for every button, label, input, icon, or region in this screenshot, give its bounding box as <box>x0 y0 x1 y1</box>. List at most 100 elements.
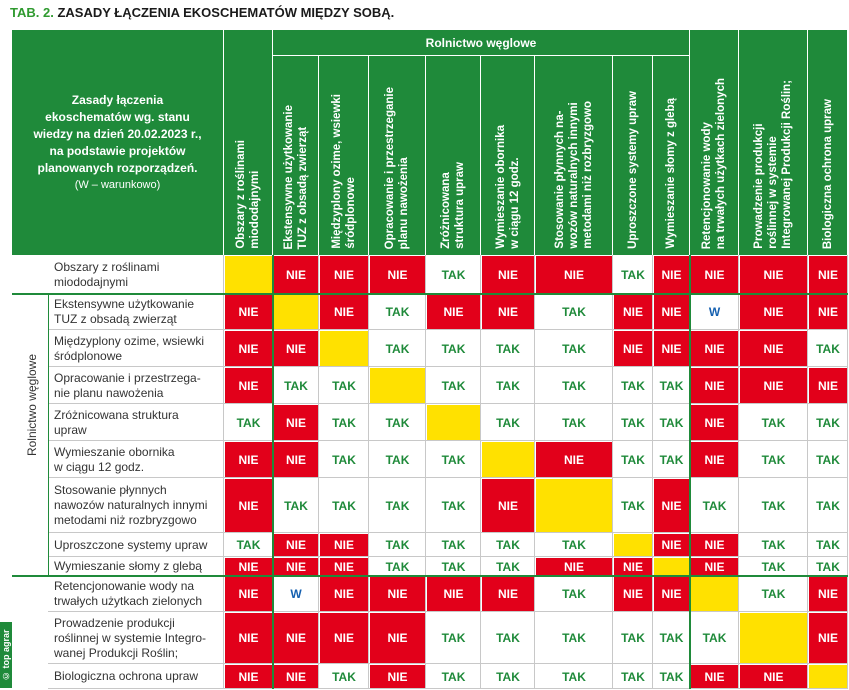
column-header-line: na trwałych użytkach zielonych <box>715 77 727 249</box>
row-label: Zróżnicowana struktura upraw <box>48 404 224 441</box>
row-label-line: Uproszczone systemy upraw <box>54 537 208 552</box>
table-cell <box>274 295 318 329</box>
table-cell: W <box>290 587 302 601</box>
table-cell <box>654 558 689 575</box>
column-header-line: metodami niż rozbryzgowo <box>581 101 594 249</box>
table-cell: NIE <box>225 442 272 477</box>
table-cell: TAK <box>441 559 466 574</box>
row-label-line: trwałych użytkach zielonych <box>54 594 203 608</box>
column-header-label: Obszary z roślinami miododajnymi <box>234 140 262 249</box>
column-divider <box>738 255 739 689</box>
table-cell: NIE <box>320 558 368 575</box>
column-header-label: Biologiczna ochrona upraw <box>821 99 835 249</box>
table-cell: NIE <box>482 577 534 611</box>
column-header-line: Prowadzenie produkcji <box>753 123 765 249</box>
column-header-label: Stosowanie płynnych na-wozów naturalnych… <box>553 101 595 249</box>
column-header-line: struktura upraw <box>454 162 466 249</box>
table-cell: TAK <box>236 538 261 552</box>
table-cell: TAK <box>702 498 727 513</box>
group-header: Rolnictwo węglowe <box>273 30 690 55</box>
table-cell: TAK <box>385 415 410 430</box>
table-cell <box>740 613 807 663</box>
table-cell: TAK <box>284 378 308 393</box>
table-cell: TAK <box>702 631 727 645</box>
table-cell: TAK <box>441 452 466 467</box>
table-cell: TAK <box>385 452 410 467</box>
row-label: Opracowanie i przestrzega-nie planu nawo… <box>48 367 224 404</box>
table-cell <box>482 442 534 477</box>
column-header: Obszary z roślinami miododajnymi <box>224 30 273 255</box>
row-label-text: Opracowanie i przestrzega-nie planu nawo… <box>54 371 201 401</box>
row-label-line: upraw <box>54 422 87 437</box>
publisher-logo-text: © top agrar <box>1 629 11 681</box>
table-cell: TAK <box>562 415 586 430</box>
table-cell: NIE <box>809 577 847 611</box>
table-cell: NIE <box>427 577 480 611</box>
table-cell: TAK <box>621 452 645 467</box>
row-divider <box>48 532 848 533</box>
table-cell: TAK <box>562 587 586 601</box>
group-separator <box>48 294 49 576</box>
row-label: Międzyplony ozime, wsiewki śródplonowe <box>48 330 224 367</box>
table-cell: TAK <box>385 305 410 319</box>
table-cell: NIE <box>691 665 738 688</box>
row-label-line: Ekstensywne użytkowanie <box>54 297 195 311</box>
column-header-line: w ciągu 12 godz. <box>508 157 521 249</box>
intro-line: na podstawie projektów <box>49 143 186 158</box>
table-cell: TAK <box>659 378 684 393</box>
column-header-line: Stosowanie płynnych na- <box>553 110 566 249</box>
table-cell: TAK <box>761 452 786 467</box>
column-header-line: Retencjonowanie wody <box>701 121 713 249</box>
row-label-text: Zróżnicowana struktura upraw <box>54 408 179 438</box>
column-header: Prowadzenie produkcji roślinnej w systemi… <box>739 30 808 255</box>
table-cell: NIE <box>654 534 689 556</box>
table-cell: TAK <box>621 378 645 393</box>
column-header-label: Uproszczone systemy upraw <box>626 91 640 249</box>
table-cell: NIE <box>274 558 318 575</box>
table-cell: TAK <box>761 559 786 574</box>
row-label: Wymieszanie słomy z glebą <box>48 557 224 576</box>
column-header-label: Zróżnicowana struktura upraw <box>439 162 467 249</box>
row-label-line: Międzyplony ozime, wsiewki <box>54 333 205 348</box>
table-cell <box>809 665 847 688</box>
row-divider <box>48 403 848 404</box>
table-cell: NIE <box>536 442 612 477</box>
table-cell: NIE <box>691 331 738 366</box>
row-label-text: Prowadzenie produkcji roślinnej w systemi… <box>54 616 206 661</box>
table-cell: NIE <box>225 665 272 688</box>
table-cell: NIE <box>654 577 689 611</box>
column-header-line: Biologiczna ochrona upraw <box>821 98 834 249</box>
table-cell: TAK <box>332 415 356 430</box>
table-cell: TAK <box>496 341 520 356</box>
row-divider <box>48 611 848 612</box>
table-cell: NIE <box>809 295 847 329</box>
column-header-line: miododajnymi <box>249 171 261 249</box>
intro-line: wiedzy na dzień 20.02.2023 r., <box>33 126 202 141</box>
row-label: Ekstensywne użytkowanie TUZ z obsadą zwie… <box>48 294 224 330</box>
table-cell: TAK <box>761 498 786 513</box>
table-cell: NIE <box>225 331 272 366</box>
column-divider <box>534 255 535 689</box>
table-cell: NIE <box>740 331 807 366</box>
table-cell: NIE <box>809 613 847 663</box>
column-header-line: Zróżnicowana <box>440 172 452 249</box>
table-cell: TAK <box>332 378 356 393</box>
table-cell: NIE <box>482 479 534 532</box>
table-cell: TAK <box>441 538 466 552</box>
table-cell: NIE <box>370 577 425 611</box>
column-divider <box>480 255 481 689</box>
table-cell: NIE <box>654 331 689 366</box>
row-label: Wymieszanie obornika w ciągu 12 godz. <box>48 441 224 478</box>
column-header: Opracowanie i przestrzeganie planu nawoże… <box>369 56 426 255</box>
row-label-line: nawozów naturalnych innymi <box>54 498 208 512</box>
column-header-line: Uproszczone systemy upraw <box>626 91 639 249</box>
table-cell: TAK <box>441 498 466 513</box>
table-cell <box>225 256 272 293</box>
table-cell: TAK <box>562 538 586 552</box>
table-cell: TAK <box>332 669 356 684</box>
group-separator <box>12 293 848 295</box>
table-cell: TAK <box>496 669 520 684</box>
table-cell: NIE <box>691 534 738 556</box>
column-divider <box>223 255 224 689</box>
